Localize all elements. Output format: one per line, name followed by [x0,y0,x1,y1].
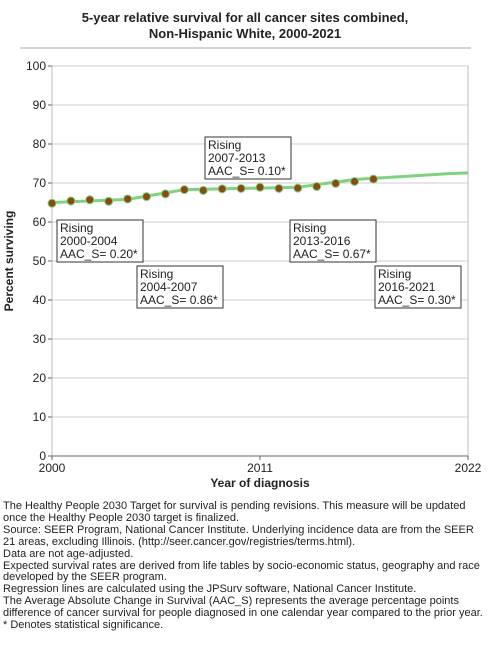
y-tick-label: 70 [33,176,47,190]
data-point [179,185,189,195]
annotation-text: Rising [208,138,241,152]
chart-title: Non-Hispanic White, 2000-2021 [149,26,341,41]
footnote: Source: SEER Program, National Cancer In… [3,523,474,548]
footnote: The Average Absolute Change in Survival … [3,595,483,620]
footnote: Regression lines are calculated using th… [3,583,417,596]
data-point [47,198,57,208]
footnote: Data are not age-adjusted. [3,547,134,560]
y-tick-label: 0 [39,449,46,463]
annotation-box [56,219,144,263]
data-point [274,183,284,193]
annotation-text: AAC_S= 0.30* [378,293,456,307]
x-tick-label: 2000 [39,461,66,475]
annotation-text: 2007-2013 [208,151,266,165]
data-point [331,178,341,188]
data-point [255,182,265,192]
data-point [350,176,360,186]
annotation-text: AAC_S= 0.86* [140,293,218,307]
annotation-text: Rising [140,267,173,281]
data-point [142,192,152,202]
data-point [66,196,76,206]
data-point [312,182,322,192]
y-tick-label: 60 [33,215,47,229]
annotation-box [289,219,377,263]
annotation-text: Rising [60,221,93,235]
data-point [160,189,170,199]
data-point [198,185,208,195]
y-tick-label: 100 [26,59,46,73]
y-tick-label: 40 [33,293,47,307]
y-tick-label: 50 [33,254,47,268]
annotation-box [136,265,224,309]
x-axis-label: Year of diagnosis [210,476,310,490]
data-point [217,184,227,194]
annotation-text: 2013-2016 [293,234,351,248]
x-tick-label: 2022 [455,461,482,475]
annotation-box [374,265,462,309]
annotation-text: 2000-2004 [60,234,118,248]
y-tick-label: 80 [33,137,47,151]
annotation-text: AAC_S= 0.10* [208,164,286,178]
data-point [123,194,133,204]
data-point [85,195,95,205]
chart: 5-year relative survival for all cancer … [2,10,482,490]
annotation-text: Rising [293,221,326,235]
annotation-text: 2004-2007 [140,280,198,294]
footnote: * Denotes statistical significance. [3,619,164,632]
data-point [104,196,114,206]
annotation-box [204,136,292,180]
y-axis-label: Percent surviving [2,211,16,312]
y-tick-label: 10 [33,410,47,424]
annotation-text: AAC_S= 0.67* [293,247,371,261]
data-point [236,183,246,193]
footnote: The Healthy People 2030 Target for survi… [3,500,466,524]
x-tick-label: 2011 [247,461,273,475]
annotation-text: Rising [378,267,411,281]
data-point [293,183,303,193]
y-tick-label: 90 [33,98,47,112]
annotation-text: AAC_S= 0.20* [60,247,138,261]
y-tick-label: 20 [33,371,47,385]
footnotes: The Healthy People 2030 Target for survi… [3,500,489,632]
y-tick-label: 30 [33,332,47,346]
data-point [368,174,378,184]
annotation-text: 2016-2021 [378,280,436,294]
footnote: Expected survival rates are derived from… [3,559,480,584]
chart-title: 5-year relative survival for all cancer … [82,10,409,25]
